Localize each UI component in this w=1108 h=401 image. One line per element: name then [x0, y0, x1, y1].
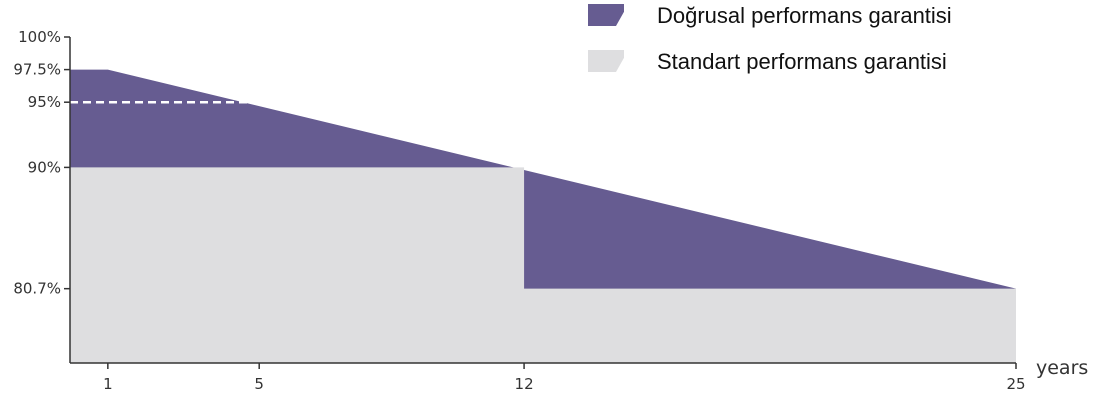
y-tick-label: 97.5% [13, 61, 61, 79]
y-tick-label: 95% [28, 93, 61, 111]
x-tick-label: 12 [515, 375, 534, 393]
legend-swatch [588, 4, 624, 26]
x-axis-unit-label: years [1036, 357, 1088, 379]
x-tick-label: 5 [254, 375, 264, 393]
x-tick-label: 1 [103, 375, 113, 393]
x-tick-label: 25 [1006, 375, 1025, 393]
standard-guarantee-area [70, 167, 1016, 363]
y-tick-label: 100% [18, 28, 61, 46]
legend-label: Standart performans garantisi [657, 49, 947, 74]
chart-areas [70, 69, 1016, 363]
y-tick-label: 90% [28, 158, 61, 176]
chart-legend: Doğrusal performans garantisi Standart pe… [588, 3, 952, 74]
legend-label: Doğrusal performans garantisi [657, 3, 952, 28]
y-tick-label: 80.7% [13, 280, 61, 298]
chart-axes: 100% 97.5% 95% 90% 80.7% 1 5 12 25 years [13, 28, 1088, 393]
legend-swatch [588, 50, 624, 72]
